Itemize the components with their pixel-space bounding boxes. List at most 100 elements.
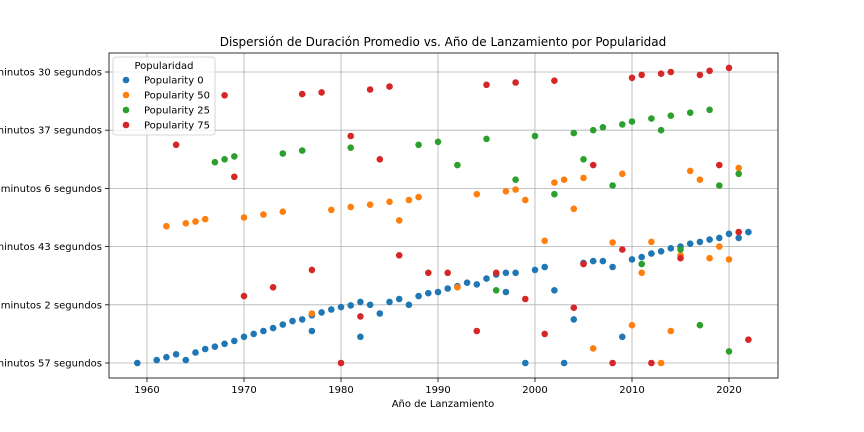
x-axis-ticks: 1960 1970 1980 1990 2000 2010 2020 — [134, 378, 742, 396]
data-point — [580, 156, 587, 163]
data-point — [589, 126, 597, 134]
data-point — [182, 356, 190, 364]
legend-label: Popularity 25 — [144, 106, 210, 117]
data-point — [298, 316, 306, 323]
data-point — [706, 106, 713, 114]
data-point — [686, 109, 694, 116]
data-point — [560, 359, 568, 367]
data-point — [648, 238, 655, 246]
data-point — [570, 316, 578, 323]
x-tick-label: 1970 — [231, 385, 256, 396]
data-point — [221, 156, 228, 163]
y-axis-ticks: minutos 57 segundos minutos 2 segundos min… — [0, 68, 109, 370]
data-point — [454, 161, 461, 169]
legend-items: Popularity 0 Popularity 50 Popularity 25 Po… — [122, 76, 210, 132]
data-point — [628, 74, 636, 82]
data-point — [686, 240, 694, 247]
data-point — [512, 79, 519, 86]
series-2 — [211, 106, 742, 355]
data-point — [444, 269, 452, 277]
data-point — [541, 237, 548, 245]
y-tick-label: minutos 57 segundos — [0, 359, 102, 370]
data-point — [153, 356, 160, 364]
data-point — [716, 182, 723, 189]
data-point — [725, 64, 733, 72]
data-point — [308, 327, 316, 335]
series-3 — [172, 64, 752, 367]
data-point — [201, 215, 209, 223]
legend-label: Popularity 0 — [144, 76, 204, 87]
series-1 — [163, 164, 742, 367]
data-point — [434, 138, 442, 146]
data-point — [298, 147, 306, 154]
data-point — [657, 126, 665, 134]
data-point — [667, 68, 675, 76]
data-point — [735, 234, 742, 242]
data-point — [522, 359, 529, 367]
data-point — [163, 353, 170, 361]
data-point — [686, 167, 694, 175]
data-point — [231, 337, 238, 345]
data-point — [366, 86, 374, 93]
data-point — [240, 333, 248, 341]
data-points — [134, 64, 752, 367]
data-point — [328, 206, 335, 214]
data-point — [502, 288, 510, 296]
legend-title: Popularidad — [134, 61, 193, 72]
x-tick-label: 1980 — [328, 385, 353, 396]
data-point — [657, 359, 665, 367]
data-point — [551, 179, 558, 186]
data-point — [221, 340, 228, 348]
data-point — [444, 285, 452, 292]
data-point — [318, 309, 325, 316]
data-point — [696, 321, 704, 329]
data-point — [570, 304, 578, 312]
data-point — [725, 256, 733, 263]
data-point — [619, 333, 626, 341]
data-point — [172, 351, 180, 358]
data-point — [541, 263, 548, 271]
data-point — [657, 70, 665, 77]
data-point — [716, 234, 723, 242]
data-point — [405, 301, 413, 309]
data-point — [337, 359, 345, 367]
data-point — [405, 196, 413, 204]
data-point — [638, 253, 645, 261]
data-point — [366, 301, 374, 309]
data-point — [395, 252, 403, 259]
data-point — [589, 161, 597, 169]
data-point — [473, 281, 481, 288]
data-point — [589, 345, 597, 352]
data-point — [279, 208, 287, 215]
data-point — [628, 118, 636, 125]
data-point — [619, 170, 626, 178]
data-point — [696, 176, 704, 183]
x-tick-label: 1960 — [134, 385, 159, 396]
data-point — [289, 317, 296, 325]
data-point — [657, 248, 665, 255]
data-point — [182, 220, 190, 227]
data-point — [512, 186, 519, 193]
data-point — [667, 245, 675, 252]
data-point — [357, 333, 364, 341]
data-point — [298, 90, 306, 98]
data-point — [580, 174, 587, 182]
data-point — [483, 81, 490, 89]
data-point — [250, 330, 257, 338]
data-point — [609, 263, 616, 271]
y-tick-label: minutos 30 segundos — [0, 68, 102, 79]
data-point — [706, 67, 713, 75]
data-point — [269, 284, 277, 291]
data-point — [609, 182, 616, 189]
data-point — [551, 287, 558, 294]
data-point — [425, 269, 432, 277]
data-point — [512, 269, 519, 277]
data-point — [599, 257, 607, 265]
data-point — [366, 201, 374, 208]
data-point — [541, 330, 548, 338]
data-point — [619, 246, 626, 253]
data-point — [192, 349, 199, 356]
data-point — [628, 321, 636, 329]
data-point — [395, 295, 403, 303]
